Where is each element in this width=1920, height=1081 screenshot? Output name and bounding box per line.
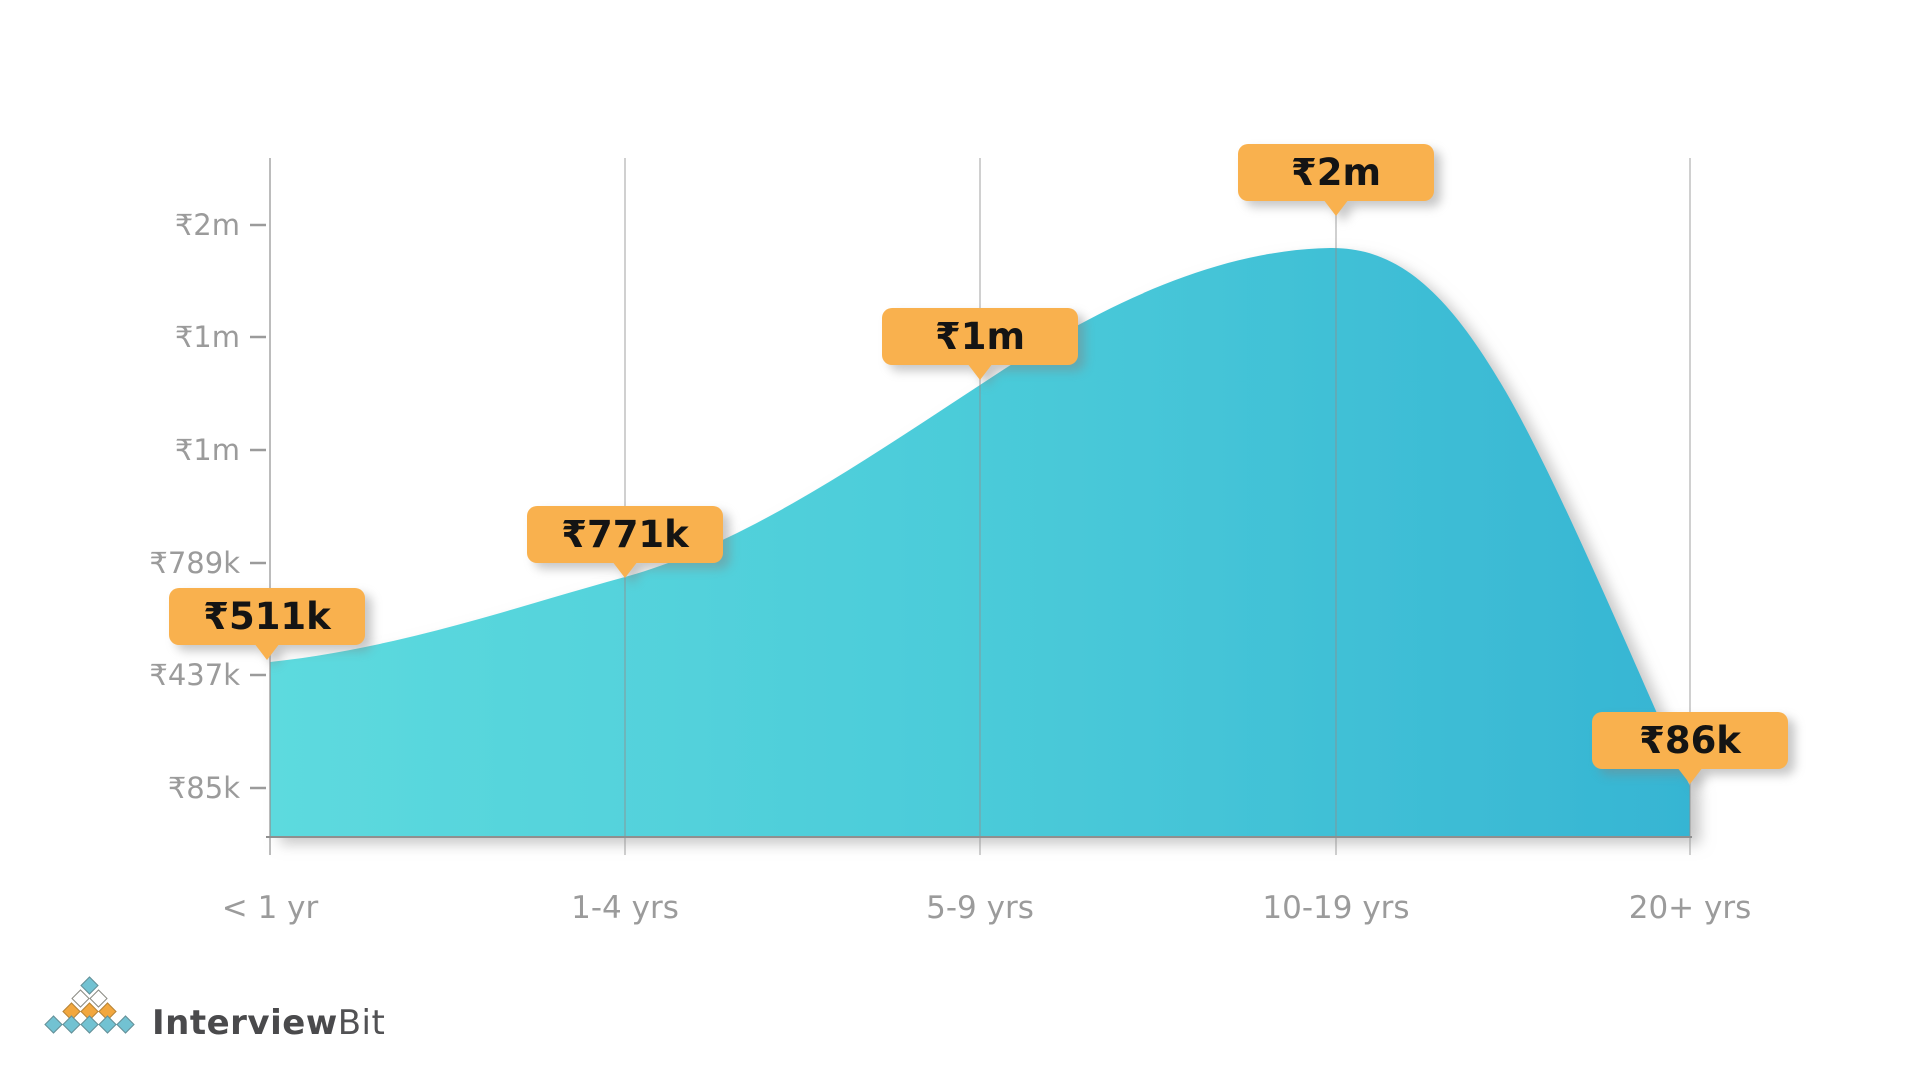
- value-badge-10-19yrs: ₹2m: [1238, 144, 1434, 216]
- x-axis-label-10-19yrs: 10-19 yrs: [1262, 890, 1410, 926]
- y-axis-label: ₹1m: [174, 433, 240, 467]
- x-axis-label-lt-1yr: < 1 yr: [221, 890, 319, 926]
- logo-text-interview: Interview: [152, 1003, 338, 1043]
- badge-pointer-icon: [612, 561, 638, 578]
- badge-pointer-icon: [967, 363, 993, 380]
- logo-text-bit: Bit: [337, 1003, 386, 1043]
- value-badge-label: ₹511k: [169, 588, 365, 645]
- y-axis-label: ₹2m: [174, 208, 240, 242]
- value-badge-label: ₹2m: [1238, 144, 1434, 201]
- value-badge-1-4yrs: ₹771k: [527, 506, 723, 578]
- badge-pointer-icon: [1677, 767, 1703, 784]
- x-axis-label-5-9yrs: 5-9 yrs: [926, 890, 1034, 926]
- value-badge-lt-1yr: ₹511k: [169, 588, 365, 660]
- badge-pointer-icon: [1323, 199, 1349, 216]
- y-axis-label: ₹1m: [174, 320, 240, 354]
- value-badge-20plus: ₹86k: [1592, 712, 1788, 784]
- y-axis-label: ₹789k: [149, 546, 240, 580]
- interviewbit-logo: InterviewBit: [44, 975, 392, 1045]
- value-badge-label: ₹1m: [882, 308, 1078, 365]
- value-badge-label: ₹86k: [1592, 712, 1788, 769]
- value-badge-5-9yrs: ₹1m: [882, 308, 1078, 380]
- y-axis-label: ₹85k: [167, 771, 240, 805]
- logo-wordmark: InterviewBit: [152, 1003, 385, 1043]
- badge-pointer-icon: [254, 643, 280, 660]
- x-axis-label-1-4yrs: 1-4 yrs: [571, 890, 679, 926]
- y-axis-label: ₹437k: [149, 658, 240, 692]
- value-badge-label: ₹771k: [527, 506, 723, 563]
- x-axis-label-20plus: 20+ yrs: [1628, 890, 1752, 926]
